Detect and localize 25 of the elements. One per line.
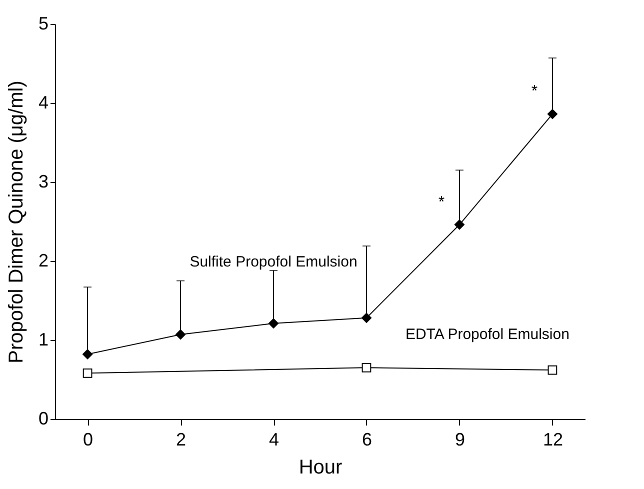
y-tick-label: 4: [38, 92, 48, 112]
annotation: *: [438, 194, 445, 211]
point: [82, 368, 92, 378]
point: [547, 108, 558, 120]
point: [361, 312, 372, 324]
point: [175, 329, 186, 340]
series-label: EDTA Propofol Emulsion: [405, 326, 570, 344]
x-tick-label: 2: [176, 430, 186, 450]
point: [268, 318, 279, 329]
text: Sulfite Propofol Emulsion: [190, 253, 358, 270]
annotation: *: [531, 83, 538, 100]
x-tick-label: 12: [542, 430, 563, 450]
y-tick-label: 3: [38, 172, 48, 192]
x-tick-label: 6: [362, 430, 372, 450]
x-tick-label: 0: [83, 430, 94, 450]
y-tick-label: 5: [38, 14, 48, 34]
point: [454, 219, 465, 230]
y-axis-title: Propofol Dimer Quinone (μg/ml): [5, 80, 28, 364]
y-tick-label: 2: [38, 250, 48, 270]
y-tick-label: 1: [38, 330, 48, 350]
point: [82, 348, 93, 360]
x-axis-title: Hour: [298, 456, 343, 478]
x-tick-label: 9: [454, 430, 465, 450]
y-tick-label: 0: [38, 408, 48, 428]
x-tick-label: 4: [269, 430, 280, 450]
